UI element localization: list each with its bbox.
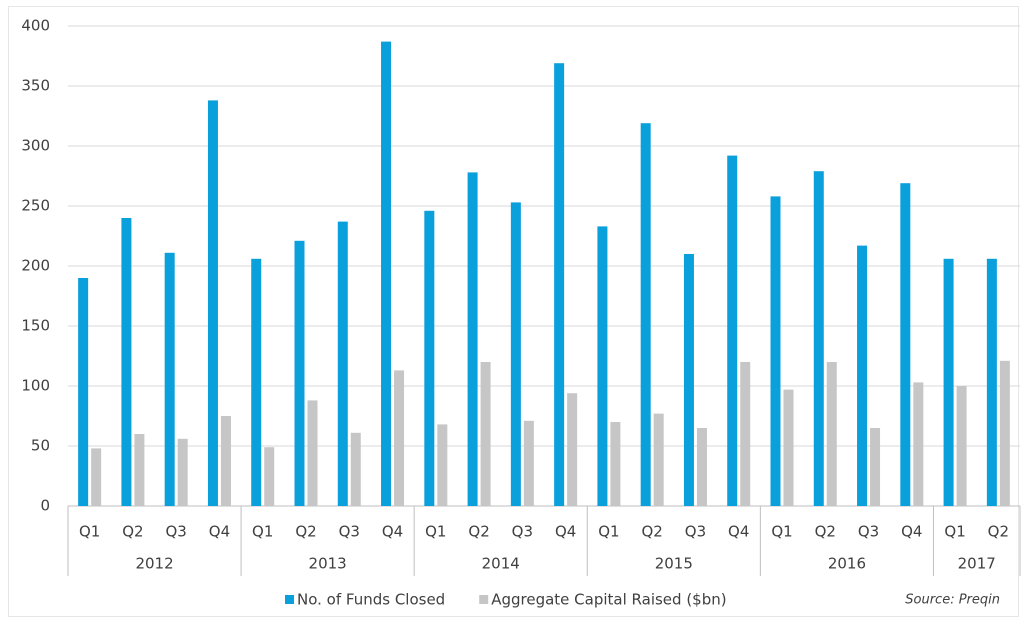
bar xyxy=(567,393,578,506)
bar xyxy=(134,434,145,506)
bar xyxy=(394,370,405,506)
bar xyxy=(510,202,521,506)
bar xyxy=(900,183,911,506)
x-tick-label: Q3 xyxy=(512,523,533,541)
x-tick-label: Q3 xyxy=(858,523,879,541)
bar xyxy=(523,420,534,506)
y-tick-label: 0 xyxy=(40,497,50,515)
y-tick-label: 150 xyxy=(21,317,50,335)
chart-border xyxy=(8,6,1019,617)
bar xyxy=(727,155,738,506)
x-tick-label: Q2 xyxy=(122,523,143,541)
bar xyxy=(597,226,608,506)
group-label: 2013 xyxy=(309,555,347,573)
x-tick-label: Q2 xyxy=(295,523,316,541)
x-tick-label: Q3 xyxy=(685,523,706,541)
bar xyxy=(554,63,565,506)
bar xyxy=(121,218,132,506)
group-label: 2014 xyxy=(482,555,520,573)
bar xyxy=(264,447,275,506)
y-tick-label: 300 xyxy=(21,137,50,155)
bar xyxy=(857,245,868,506)
group-label: 2017 xyxy=(958,555,996,573)
x-tick-label: Q1 xyxy=(944,523,965,541)
bar xyxy=(943,258,954,506)
x-tick-label: Q1 xyxy=(79,523,100,541)
y-tick-label: 200 xyxy=(21,257,50,275)
bar xyxy=(913,382,924,506)
bar xyxy=(424,210,435,507)
group-label: 2016 xyxy=(828,555,866,573)
bar xyxy=(480,362,491,506)
bar xyxy=(640,123,651,506)
group-label: 2012 xyxy=(135,555,173,573)
x-tick-label: Q4 xyxy=(728,523,749,541)
bar xyxy=(437,424,448,506)
bar xyxy=(999,360,1010,506)
x-tick-label: Q3 xyxy=(166,523,187,541)
x-tick-label: Q1 xyxy=(425,523,446,541)
bar xyxy=(956,386,967,506)
bar xyxy=(813,171,824,506)
y-tick-label: 400 xyxy=(21,17,50,35)
bar xyxy=(220,416,231,506)
source-note: Source: Preqin xyxy=(905,593,1000,608)
bar xyxy=(870,428,881,506)
x-tick-label: Q2 xyxy=(468,523,489,541)
x-tick-label: Q4 xyxy=(209,523,230,541)
bar xyxy=(78,278,89,506)
bar xyxy=(307,400,318,506)
x-tick-label: Q2 xyxy=(642,523,663,541)
bar xyxy=(467,172,478,506)
bar xyxy=(207,100,218,507)
bar xyxy=(251,258,262,506)
x-tick-label: Q2 xyxy=(815,523,836,541)
x-tick-label: Q1 xyxy=(771,523,792,541)
y-tick-label: 50 xyxy=(31,437,50,455)
x-tick-label: Q4 xyxy=(901,523,922,541)
bar xyxy=(381,41,392,506)
bar xyxy=(350,432,361,506)
bar xyxy=(770,196,781,506)
y-tick-label: 350 xyxy=(21,77,50,95)
legend-label: No. of Funds Closed xyxy=(297,591,445,609)
x-tick-label: Q4 xyxy=(555,523,576,541)
bar xyxy=(683,254,694,506)
legend-swatch xyxy=(285,595,294,604)
bar xyxy=(783,389,794,506)
bar xyxy=(740,362,751,506)
x-tick-label: Q1 xyxy=(598,523,619,541)
bar xyxy=(826,362,837,506)
x-tick-label: Q4 xyxy=(382,523,403,541)
legend-swatch xyxy=(479,595,489,604)
bar xyxy=(337,221,348,506)
bar xyxy=(696,428,707,506)
bar xyxy=(91,448,102,506)
bar xyxy=(294,240,305,507)
group-label: 2015 xyxy=(655,555,693,573)
y-tick-label: 100 xyxy=(21,377,50,395)
y-tick-label: 250 xyxy=(21,197,50,215)
bar xyxy=(164,252,175,506)
x-tick-label: Q1 xyxy=(252,523,273,541)
bar xyxy=(177,438,188,506)
x-tick-label: Q2 xyxy=(988,523,1009,541)
bar xyxy=(653,413,664,506)
legend-label: Aggregate Capital Raised ($bn) xyxy=(491,591,726,609)
bar xyxy=(610,422,621,506)
x-tick-label: Q3 xyxy=(339,523,360,541)
bar xyxy=(986,258,997,506)
